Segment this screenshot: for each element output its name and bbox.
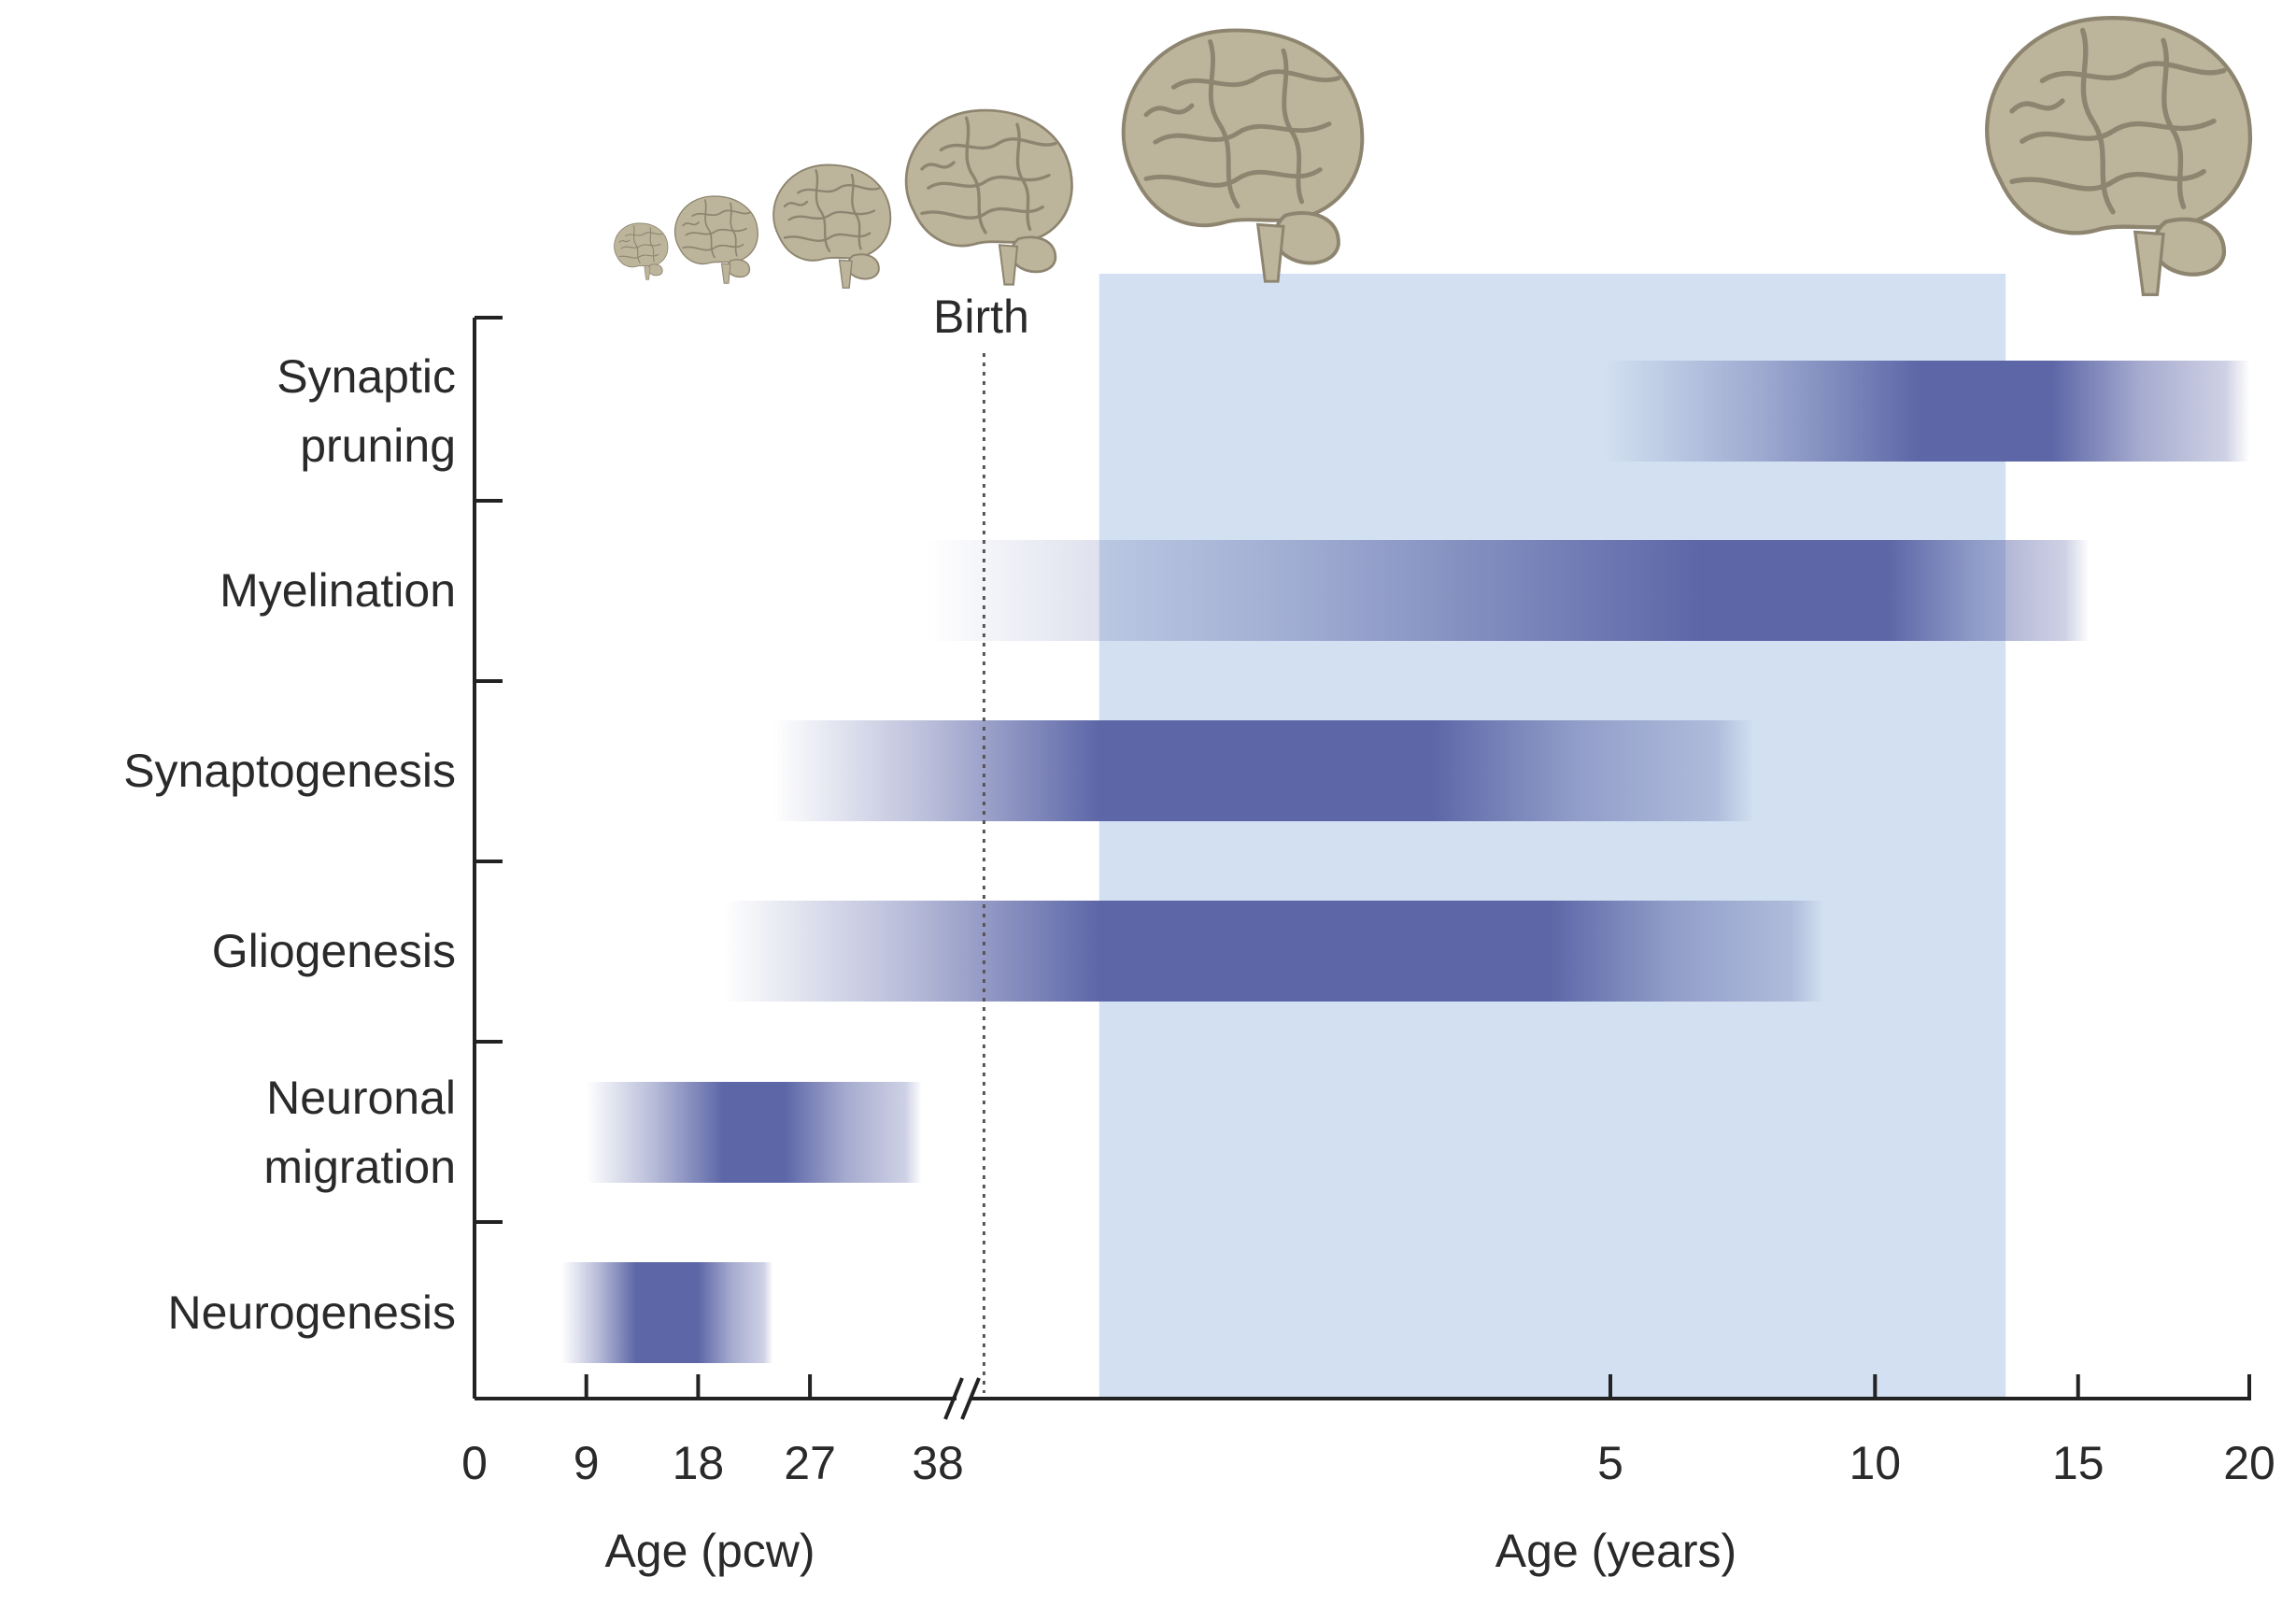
band-neuronal-migration: [586, 1082, 922, 1183]
axis-break-mark: [960, 1377, 981, 1420]
brain-illustration-1: [614, 222, 669, 280]
brain-illustration-4: [904, 108, 1073, 286]
row-label-neurogenesis: Neurogenesis: [167, 1286, 456, 1339]
brain-illustration-2: [673, 195, 758, 284]
brain-illustration-5: [1121, 28, 1365, 283]
x-tick-label-pcw: 27: [784, 1437, 836, 1489]
x-tick-label-pcw: 0: [461, 1437, 488, 1489]
band-myelination: [927, 540, 2090, 641]
x-tick-label-years: 15: [2052, 1437, 2105, 1489]
band-synaptic-pruning: [1604, 361, 2249, 462]
x-tick-label-years: 5: [1597, 1437, 1623, 1489]
row-label-neuronal-migration: Neuronal migration: [263, 1072, 456, 1193]
brain-illustration-3: [772, 163, 892, 289]
axis-break-mark: [943, 1377, 964, 1420]
brain-illustration-6: [1985, 16, 2253, 296]
x-tick-label-years: 10: [1850, 1437, 1902, 1489]
band-synaptogenesis: [772, 720, 1754, 821]
x-tick-label-pcw: 18: [673, 1437, 725, 1489]
x-tick-label-pcw: 9: [574, 1437, 600, 1489]
x-axis-title-years: Age (years): [1495, 1525, 1736, 1577]
x-tick-label-years: 20: [2223, 1437, 2275, 1489]
row-label-gliogenesis: Gliogenesis: [212, 925, 456, 977]
row-label-synaptogenesis: Synaptogenesis: [123, 745, 456, 797]
row-label-myelination: Myelination: [220, 564, 456, 617]
x-tick-label-pcw: 38: [912, 1437, 964, 1489]
row-label-synaptic-pruning: Synaptic pruning: [276, 350, 456, 472]
birth-label: Birth: [933, 291, 1029, 343]
x-axis-title-pcw: Age (pcw): [604, 1525, 815, 1577]
band-neurogenesis: [561, 1262, 773, 1363]
band-gliogenesis: [723, 901, 1824, 1002]
